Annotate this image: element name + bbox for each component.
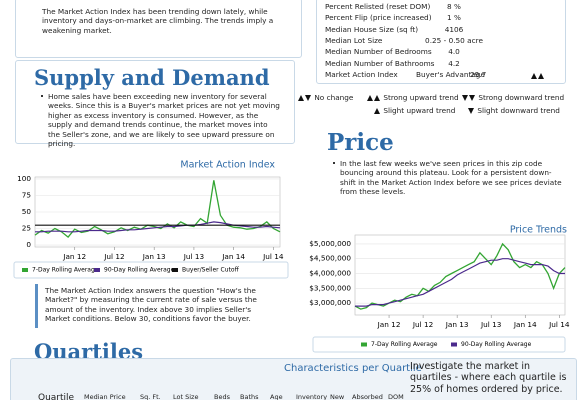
trend-label: Strong downward trend <box>478 93 565 102</box>
x-tick-label: Jul 14 <box>548 320 570 329</box>
legend-swatch <box>22 268 28 272</box>
y-tick-label: 100 <box>17 174 31 183</box>
legend-label: 90-Day Rolling Average <box>461 341 532 348</box>
y-tick-label: $4,500,000 <box>309 254 351 263</box>
stat-status: Buyer's Advantage <box>416 69 485 79</box>
trend-label: Slight upward trend <box>383 106 456 115</box>
trend-item: Strong upward trend <box>367 93 459 102</box>
stat-value: 4.0 <box>448 47 460 57</box>
legend-swatch <box>172 268 178 272</box>
supply-panel <box>15 60 295 144</box>
legend-label: 90-Day Rolling Average <box>104 267 175 274</box>
x-tick-label: Jul 13 <box>183 252 205 261</box>
column-header: Inventory <box>296 393 328 400</box>
x-tick-label: Jul 12 <box>103 252 124 261</box>
y-tick-label: $4,000,000 <box>309 269 351 278</box>
stat-label: Market Action Index <box>325 69 398 79</box>
section-heading: Supply and Demand <box>34 65 270 90</box>
trend-label: Strong upward trend <box>383 93 459 102</box>
stats-panel <box>316 0 566 84</box>
supply-text: Home sales have been exceeding new inven… <box>41 92 280 149</box>
price-chart: Price Trends $3,000,000 $3,500,000 $4,000,0… <box>309 225 570 353</box>
column-header: DOM <box>388 393 404 400</box>
chart-title: Price Trends <box>510 225 567 236</box>
price-text: In the last few weeks we've seen prices … <box>333 159 562 197</box>
x-tick-label: Jan 14 <box>513 320 537 329</box>
trend-icon <box>531 71 545 80</box>
quartiles-title: Characteristics per Quartile <box>284 363 422 374</box>
y-tick-label: 0 <box>26 240 31 249</box>
chart-title: Market Action Index <box>180 160 275 171</box>
stat-label: Percent Flip (price increased) <box>325 13 432 23</box>
legend-swatch <box>94 268 100 272</box>
legend-label: 7-Day Rolling Average <box>32 267 99 274</box>
trend-item: Slight downward trend <box>468 106 560 115</box>
stat-value: 1 % <box>447 13 461 23</box>
y-tick-label: 75 <box>22 190 31 199</box>
trend-item: No change <box>298 93 353 102</box>
x-tick-label: Jan 13 <box>142 252 166 261</box>
stat-label: Median House Size (sq ft) <box>325 24 419 34</box>
x-tick-label: Jan 13 <box>445 320 469 329</box>
column-header: New <box>330 393 345 400</box>
column-header: Lot Size <box>173 393 199 400</box>
quartiles-panel <box>10 358 577 400</box>
trend-item: Strong downward trend <box>462 93 564 102</box>
plot-area <box>354 234 566 316</box>
stat-value: 0.25 - 0.50 acre <box>425 35 483 45</box>
series-line <box>355 258 565 307</box>
trend-label: Slight downward trend <box>477 106 560 115</box>
legend-swatch <box>361 342 367 347</box>
legend-label: Buyer/Seller Cutoff <box>182 267 240 274</box>
stat-value: 29.7 <box>470 69 487 79</box>
x-tick-label: Jan 12 <box>62 252 86 261</box>
legend-swatch <box>451 342 457 347</box>
y-tick-label: 25 <box>22 224 31 233</box>
stat-value: 4106 <box>444 24 464 34</box>
stat-value: 8 % <box>447 2 461 11</box>
column-header: Baths <box>240 393 259 400</box>
legend-box <box>312 336 566 353</box>
mai-note: The Market Action Index answers the ques… <box>45 286 257 324</box>
stat-label: Median Lot Size <box>325 35 383 45</box>
summary-panel <box>15 0 302 58</box>
stat-value: 4.2 <box>448 58 460 68</box>
y-tick-label: 50 <box>22 207 32 216</box>
quartiles-description: Investigate the market in quartiles - wh… <box>410 361 567 395</box>
column-header: Absorbed <box>352 393 383 400</box>
note-bar <box>35 284 38 328</box>
section-heading: Price <box>327 129 394 156</box>
stat-label: Percent Relisted (reset DOM) <box>325 2 431 11</box>
trend-label: No change <box>314 93 354 102</box>
column-header: Beds <box>214 393 230 400</box>
column-header: Quartile <box>38 393 75 400</box>
x-tick-label: Jul 13 <box>480 320 502 329</box>
legend-box <box>13 261 289 279</box>
column-header: Median Price <box>84 393 126 400</box>
stat-label: Median Number of Bathrooms <box>325 58 435 68</box>
column-header: Age <box>270 393 283 400</box>
x-tick-label: Jul 14 <box>262 252 284 261</box>
y-tick-label: $3,000,000 <box>309 298 351 307</box>
trend-item: Slight upward trend <box>374 106 455 115</box>
stat-label: Median Number of Bedrooms <box>325 47 432 57</box>
legend-label: 7-Day Rolling Average <box>371 341 438 348</box>
x-tick-label: Jan 14 <box>221 252 245 261</box>
summary-text: The Market Action Index has been trendin… <box>42 7 274 35</box>
x-tick-label: Jan 12 <box>377 320 401 329</box>
x-tick-label: Jul 12 <box>412 320 433 329</box>
y-tick-label: $5,000,000 <box>309 239 351 248</box>
market-action-chart: Market Action Index 0 25 50 75 100 Jan 12 Jul 1… <box>13 160 289 279</box>
y-tick-label: $3,500,000 <box>309 283 351 292</box>
column-header: Sq. Ft. <box>140 393 161 400</box>
